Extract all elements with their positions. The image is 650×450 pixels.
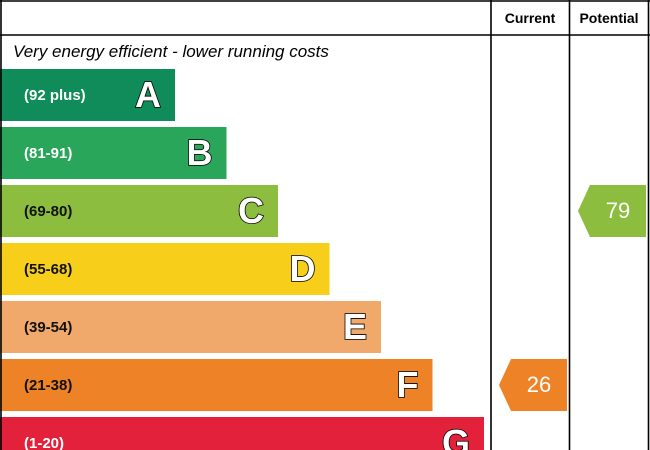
potential-rating-pointer (578, 185, 646, 237)
band-range-label-g: (1-20) (24, 435, 64, 450)
potential-column-header: Potential (579, 10, 639, 26)
band-range-label-f: (21-38) (24, 377, 72, 394)
band-range-label-d: (55-68) (24, 261, 72, 278)
band-letter-d: D (290, 248, 316, 289)
band-letter-f: F (397, 364, 419, 405)
band-bar-d (0, 243, 330, 295)
chart-subtitle: Very energy efficient - lower running co… (13, 42, 329, 61)
band-letter-c: C (238, 190, 264, 231)
band-range-label-c: (69-80) (24, 203, 72, 220)
band-range-label-a: (92 plus) (24, 87, 86, 104)
band-bar-c (0, 185, 278, 237)
band-letter-g: G (442, 422, 470, 450)
band-letter-b: B (187, 132, 213, 173)
band-range-label-e: (39-54) (24, 319, 72, 336)
band-letter-a: A (135, 74, 161, 115)
band-bar-b (0, 127, 227, 179)
band-bar-a (0, 69, 175, 121)
band-bar-g (0, 417, 484, 450)
current-column-header: Current (504, 10, 556, 26)
band-range-label-b: (81-91) (24, 145, 72, 162)
current-rating-value: 26 (527, 372, 551, 397)
band-bar-f (0, 359, 433, 411)
potential-rating-value: 79 (606, 198, 630, 223)
band-letter-e: E (343, 306, 367, 347)
current-rating-pointer (499, 359, 567, 411)
band-bar-e (0, 301, 381, 353)
